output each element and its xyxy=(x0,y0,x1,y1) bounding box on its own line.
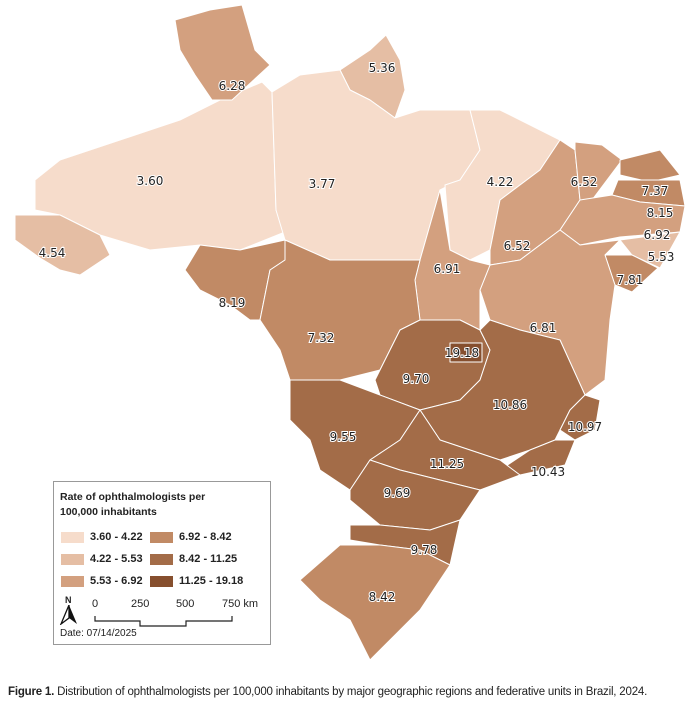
federative-unit-region xyxy=(174,4,271,101)
caption-label: Figure 1. xyxy=(8,686,55,698)
region-value-label: 6.92 xyxy=(644,228,671,242)
north-label: N xyxy=(65,595,72,605)
map-date: Date: 07/14/2025 xyxy=(60,628,137,639)
scale-tick: 750 km xyxy=(222,598,259,610)
north-arrow-icon: N xyxy=(59,595,79,625)
region-value-label: 10.97 xyxy=(568,420,602,434)
region-value-label: 6.52 xyxy=(571,175,598,189)
federative-unit-region xyxy=(419,319,586,461)
legend-title-line1: Rate of ophthalmologists per xyxy=(60,491,206,503)
legend-label: 4.22 - 5.53 xyxy=(90,553,143,565)
region-value-label: 3.60 xyxy=(137,174,164,188)
region-value-label: 10.86 xyxy=(493,398,527,412)
region-value-label: 8.42 xyxy=(369,590,396,604)
region-value-label: 5.36 xyxy=(369,61,396,75)
region-value-label: 10.43 xyxy=(531,465,565,479)
region-value-label: 6.52 xyxy=(504,239,531,253)
region-value-label: 9.55 xyxy=(330,430,357,444)
legend-swatch xyxy=(61,532,84,543)
federative-unit-region xyxy=(559,194,686,246)
region-value-label: 7.32 xyxy=(308,331,335,345)
brazil-choropleth-map: 3.60 4.54 6.28 5.36 3.77 4.22 6.52 6.52 7.37 8.15… xyxy=(14,4,686,661)
legend-label: 6.92 - 8.42 xyxy=(179,531,232,543)
legend-label: 3.60 - 4.22 xyxy=(90,531,143,543)
scale-bar xyxy=(94,616,233,627)
federative-unit-region xyxy=(449,342,483,363)
federative-unit-region xyxy=(619,149,681,183)
region-value-label: 6.81 xyxy=(530,321,557,335)
figure-caption: Figure 1. Distribution of ophthalmologis… xyxy=(8,686,647,698)
legend-swatch xyxy=(150,532,173,543)
region-value-label: 9.70 xyxy=(403,372,430,386)
region-value-label: 19.18 xyxy=(445,346,479,360)
region-value-label: 6.91 xyxy=(434,262,461,276)
caption-text: Distribution of ophthalmologists per 100… xyxy=(54,686,648,698)
legend-label: 11.25 - 19.18 xyxy=(179,575,244,587)
region-value-label: 5.53 xyxy=(648,250,675,264)
region-value-label: 8.15 xyxy=(647,206,674,220)
region-value-label: 4.22 xyxy=(487,175,514,189)
federative-unit-region xyxy=(619,231,681,269)
legend-label: 8.42 - 11.25 xyxy=(179,553,238,565)
legend-label: 5.53 - 6.92 xyxy=(90,575,143,587)
region-value-label: 3.77 xyxy=(309,177,336,191)
scale-tick: 500 xyxy=(176,598,195,610)
legend-title-line2: 100,000 inhabitants xyxy=(60,506,157,518)
federative-unit-region xyxy=(14,214,111,276)
region-value-label: 8.19 xyxy=(219,296,246,310)
legend-swatch xyxy=(150,576,173,587)
scale-tick: 250 xyxy=(131,598,150,610)
region-value-label: 7.37 xyxy=(642,184,669,198)
legend-swatch xyxy=(61,576,84,587)
region-value-label: 6.28 xyxy=(219,79,246,93)
legend-swatch xyxy=(61,554,84,565)
region-value-label: 11.25 xyxy=(430,457,464,471)
legend-title: Rate of ophthalmologists per 100,000 inh… xyxy=(60,490,260,520)
region-value-label: 7.81 xyxy=(617,273,644,287)
region-value-label: 4.54 xyxy=(39,246,66,260)
federative-unit-region xyxy=(299,544,451,661)
legend-swatch xyxy=(150,554,173,565)
federative-unit-region xyxy=(444,109,561,261)
map-legend: Rate of ophthalmologists per 100,000 inh… xyxy=(53,481,271,645)
scale-tick: 0 xyxy=(92,598,99,610)
region-value-label: 9.69 xyxy=(384,486,411,500)
region-value-label: 9.78 xyxy=(411,543,438,557)
